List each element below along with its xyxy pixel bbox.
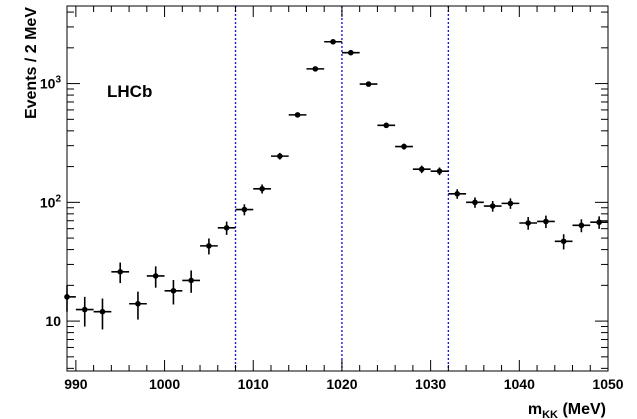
data-marker (365, 81, 372, 87)
y-tick-label: 102 (40, 193, 62, 210)
data-marker (507, 200, 514, 207)
data-point (217, 221, 236, 235)
data-point (590, 216, 608, 229)
data-point (430, 167, 449, 176)
x-axis-title: mKK (MeV) (528, 401, 606, 419)
data-marker (241, 206, 248, 213)
data-point (111, 262, 130, 284)
data-marker (543, 218, 549, 225)
data-marker (135, 300, 141, 307)
x-tick-label: 1040 (504, 376, 535, 392)
data-marker (223, 225, 230, 231)
data-marker (489, 203, 496, 209)
data-point (466, 197, 484, 208)
data-point (164, 279, 183, 305)
data-point (554, 234, 573, 250)
data-point (519, 217, 538, 230)
data-marker (206, 243, 212, 249)
data-marker (560, 238, 567, 245)
data-point (129, 291, 147, 320)
data-marker (312, 66, 319, 72)
data-marker (418, 166, 425, 173)
x-tick-label: 1030 (415, 376, 446, 392)
data-marker (330, 38, 336, 45)
data-marker (578, 222, 585, 229)
data-point (448, 189, 467, 199)
data-marker (99, 308, 106, 315)
x-tick-label: 1010 (238, 376, 269, 392)
data-marker (472, 199, 478, 206)
data-marker (277, 153, 283, 159)
data-marker (401, 143, 407, 150)
data-point (412, 165, 431, 174)
x-tick-label: 1000 (149, 376, 180, 392)
data-marker (152, 273, 159, 279)
data-point (93, 298, 112, 330)
data-marker (436, 168, 443, 174)
x-tick-label: 1050 (592, 376, 623, 392)
data-marker (348, 49, 354, 56)
data-point (288, 112, 307, 118)
data-point (501, 198, 520, 209)
data-points (64, 38, 608, 330)
data-marker (188, 277, 194, 284)
data-point (182, 270, 201, 293)
data-point (306, 66, 325, 72)
data-point (395, 143, 413, 150)
data-point (270, 152, 289, 160)
data-marker (81, 306, 88, 313)
x-axis-title-subscript: KK (542, 409, 558, 419)
x-axis-title-unit: (MeV) (562, 401, 606, 418)
data-point (146, 266, 165, 288)
data-point (572, 219, 591, 233)
data-point (235, 204, 254, 216)
x-tick-label: 1020 (326, 376, 357, 392)
data-marker (454, 190, 461, 197)
data-marker (596, 219, 602, 226)
data-point (200, 238, 218, 255)
data-point (64, 285, 76, 312)
axis-ticks: 990 1000 1010 1020 1030 1040 1050 10 102 103 (40, 6, 624, 392)
x-axis-title-main: m (528, 401, 542, 418)
selection-lines (234, 6, 450, 371)
data-marker (170, 287, 177, 294)
x-tick-label: 990 (64, 376, 88, 392)
data-marker (64, 294, 70, 300)
data-point (253, 184, 271, 194)
data-marker (259, 186, 265, 192)
y-tick-label: 10 (45, 313, 61, 329)
y-axis-title: Events / 2 MeV (23, 7, 40, 119)
y-tick-label: 103 (40, 75, 62, 92)
data-marker (525, 220, 531, 226)
data-point (341, 49, 360, 56)
data-marker (117, 269, 124, 275)
data-marker (294, 112, 301, 118)
data-point (537, 215, 555, 229)
experiment-label: LHCb (107, 82, 152, 101)
data-point (483, 201, 502, 212)
data-point (75, 296, 94, 327)
data-point (377, 122, 396, 129)
data-point (324, 38, 342, 45)
plot-frame (66, 5, 609, 372)
data-marker (383, 122, 390, 129)
data-point (359, 81, 378, 87)
